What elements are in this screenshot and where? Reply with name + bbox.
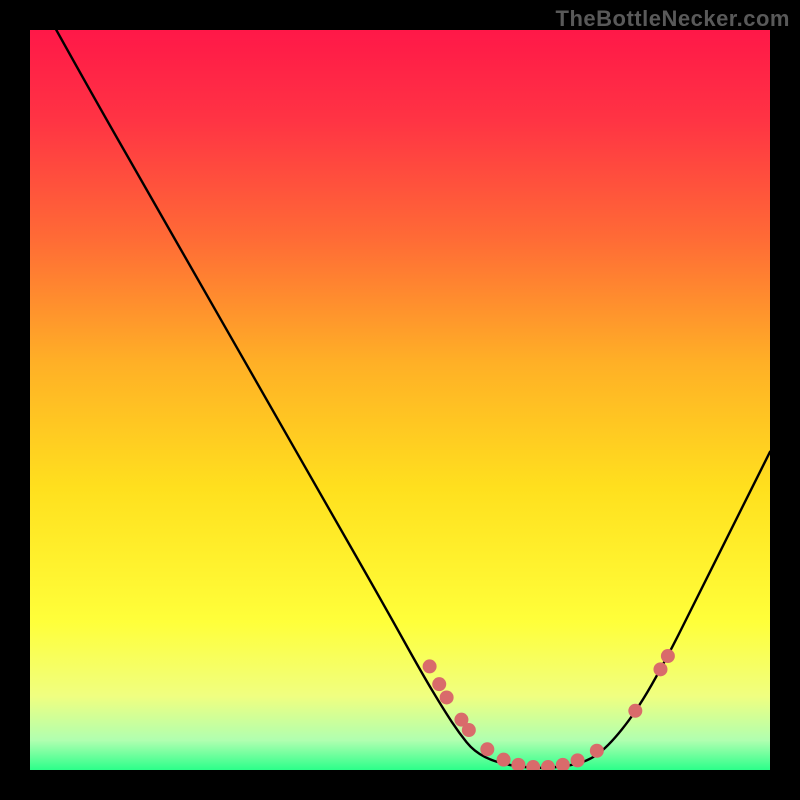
plot-area [30, 30, 770, 770]
data-marker [590, 744, 604, 758]
data-marker [480, 742, 494, 756]
data-marker [661, 649, 675, 663]
data-marker [423, 659, 437, 673]
data-marker [653, 662, 667, 676]
gradient-background [30, 30, 770, 770]
data-marker [628, 704, 642, 718]
data-marker [571, 753, 585, 767]
watermark-text: TheBottleNecker.com [556, 6, 790, 32]
data-marker [432, 677, 446, 691]
bottleneck-curve-chart [30, 30, 770, 770]
chart-container: TheBottleNecker.com [0, 0, 800, 800]
data-marker [440, 690, 454, 704]
data-marker [497, 753, 511, 767]
data-marker [462, 723, 476, 737]
